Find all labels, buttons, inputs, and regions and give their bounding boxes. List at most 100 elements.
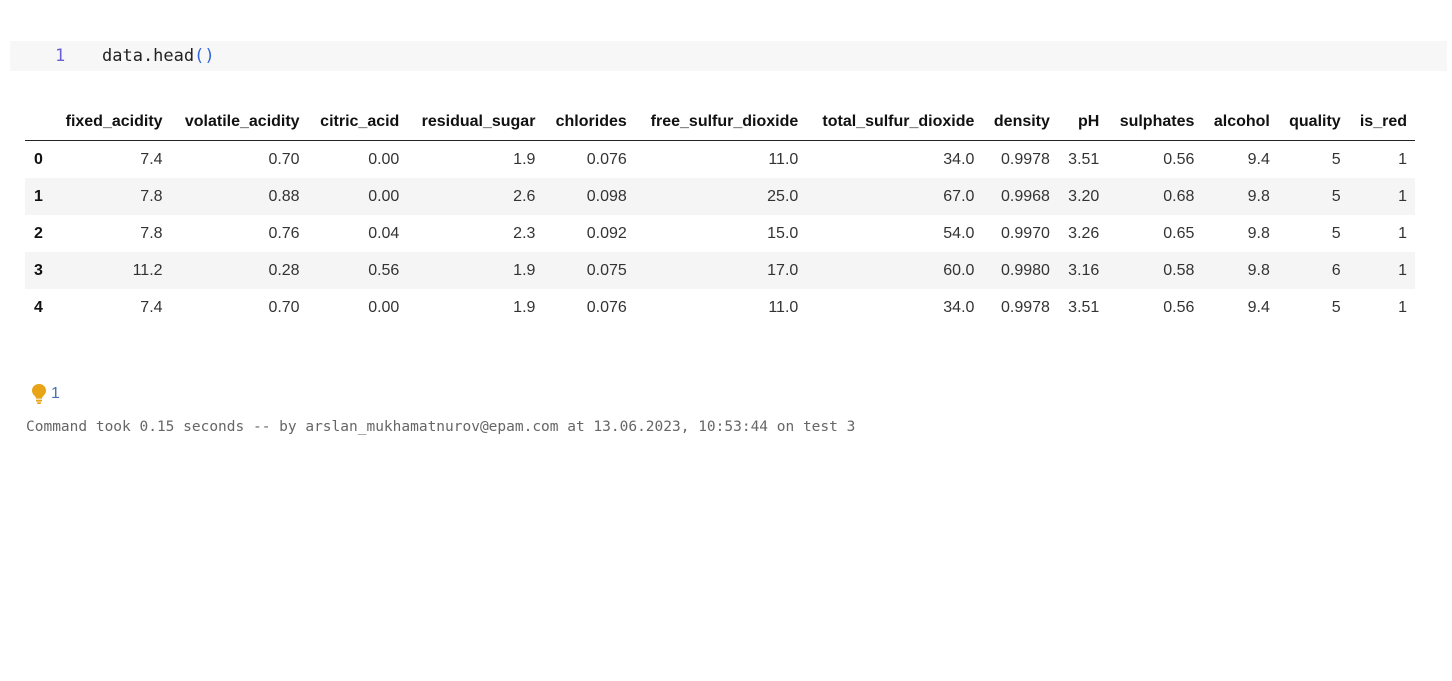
table-cell: 0.56 [1163, 150, 1195, 168]
row-index: 3 [25, 252, 53, 289]
table-cell: 0.9970 [1000, 224, 1050, 242]
table-header: quality [1277, 103, 1349, 141]
table-row: 4 7.4 0.70 0.00 1.9 0.076 11.0 34.0 0.9978 3.51 0.… [25, 289, 1415, 326]
table-cell: 0.9978 [1000, 298, 1050, 316]
table-cell: 0.098 [543, 178, 635, 215]
table-cell: 0.075 [543, 252, 635, 289]
table-header: is_red [1348, 103, 1415, 141]
row-index: 2 [34, 224, 43, 242]
table-header: pH [1057, 103, 1108, 141]
table-cell: 0.9980 [982, 252, 1058, 289]
table-cell: 0.70 [268, 298, 300, 316]
table-header: total_sulfur_dioxide [806, 103, 983, 141]
table-cell: 0.68 [1107, 178, 1203, 215]
table-cell: 3.26 [1068, 224, 1100, 242]
table-cell: 34.0 [943, 298, 975, 316]
table-cell: 9.4 [1247, 298, 1270, 316]
table-header: citric_acid [307, 103, 408, 141]
table-cell: 0.65 [1163, 224, 1195, 242]
table-cell: 1 [1348, 252, 1415, 289]
row-index: 1 [25, 178, 53, 215]
table-cell: 0.076 [586, 298, 627, 316]
table-cell: 3.51 [1068, 298, 1100, 316]
table-header: fixed_acidity [52, 103, 171, 141]
lightbulb-icon [31, 383, 47, 405]
table-row: 3 11.2 0.28 0.56 1.9 0.075 17.0 60.0 0.9980 3.16 0… [25, 252, 1415, 289]
table-cell: 0.092 [586, 224, 627, 242]
table-cell: 1 [1398, 298, 1407, 316]
table-row: 0 7.4 0.70 0.00 1.9 0.076 11.0 34.0 0.9978 3.51 0.… [25, 141, 1415, 179]
table-cell: 5 [1331, 150, 1341, 168]
table-cell: 15.0 [767, 224, 799, 242]
table-cell: 54.0 [943, 224, 975, 242]
row-index: 0 [34, 150, 43, 168]
table-cell: 7.4 [140, 150, 163, 168]
table-header: alcohol [1202, 103, 1278, 141]
table-cell: 2.3 [513, 224, 536, 242]
table-cell: 3.20 [1057, 178, 1108, 215]
hint-count: 1 [51, 385, 60, 402]
table-cell: 1 [1398, 150, 1407, 168]
table-header: chlorides [543, 103, 635, 141]
table-cell: 60.0 [806, 252, 983, 289]
row-index: 4 [34, 298, 43, 316]
table-header: volatile_acidity [170, 103, 308, 141]
table-cell: 0.58 [1107, 252, 1203, 289]
table-cell: 9.8 [1202, 252, 1278, 289]
table-cell: 0.88 [170, 178, 308, 215]
table-cell: 9.8 [1247, 224, 1270, 242]
table-cell: 0.56 [307, 252, 408, 289]
table-row: 2 7.8 0.76 0.04 2.3 0.092 15.0 54.0 0.9970 3.26 0.… [25, 215, 1415, 252]
line-number: 1 [55, 46, 66, 66]
table-cell: 3.16 [1057, 252, 1108, 289]
table-cell: 9.4 [1247, 150, 1270, 168]
table-cell: 6 [1277, 252, 1349, 289]
table-header: sulphates [1107, 103, 1203, 141]
table-header: density [982, 103, 1058, 141]
code-text: data.head [102, 46, 195, 66]
table-cell: 1.9 [513, 150, 536, 168]
table-cell: 34.0 [943, 150, 975, 168]
table-cell: 0.04 [368, 224, 400, 242]
table-cell: 67.0 [806, 178, 983, 215]
table-cell: 0.00 [368, 298, 400, 316]
table-cell: 0.70 [268, 150, 300, 168]
command-status: Command took 0.15 seconds -- by arslan_m… [26, 419, 856, 435]
table-cell: 7.8 [140, 224, 163, 242]
table-cell: 17.0 [634, 252, 807, 289]
table-cell: 11.2 [52, 252, 171, 289]
table-cell: 0.76 [268, 224, 300, 242]
table-cell: 1.9 [513, 298, 536, 316]
table-cell: 1 [1348, 178, 1415, 215]
table-cell: 0.56 [1163, 298, 1195, 316]
table-cell: 0.28 [170, 252, 308, 289]
table-header: residual_sugar [407, 103, 544, 141]
code-line[interactable]: data.head() [102, 46, 215, 66]
table-cell: 2.6 [407, 178, 544, 215]
table-header: free_sulfur_dioxide [634, 103, 807, 141]
table-cell: 0.9978 [1000, 150, 1050, 168]
table-cell: 9.8 [1202, 178, 1278, 215]
table-header [25, 103, 53, 141]
table-cell: 0.9968 [982, 178, 1058, 215]
table-cell: 7.8 [52, 178, 171, 215]
hint-indicator[interactable]: 1 [31, 382, 60, 406]
table-cell: 7.4 [140, 298, 163, 316]
table-cell: 25.0 [634, 178, 807, 215]
output-table: fixed_acidity volatile_acidity citric_ac… [25, 103, 1415, 326]
table-header-row: fixed_acidity volatile_acidity citric_ac… [25, 103, 1415, 141]
table-cell: 3.51 [1068, 150, 1100, 168]
table-cell: 11.0 [768, 150, 799, 168]
table-cell: 0.076 [586, 150, 627, 168]
table-cell: 0.00 [368, 150, 400, 168]
table-body: 0 7.4 0.70 0.00 1.9 0.076 11.0 34.0 0.9978 3.51 0.… [25, 141, 1415, 327]
table-cell: 5 [1331, 224, 1341, 242]
table-cell: 0.00 [307, 178, 408, 215]
table-row: 1 7.8 0.88 0.00 2.6 0.098 25.0 67.0 0.9968 3.20 0.… [25, 178, 1415, 215]
table-cell: 5 [1277, 178, 1349, 215]
table-cell: 1 [1398, 224, 1407, 242]
table-cell: 1.9 [407, 252, 544, 289]
table-cell: 11.0 [768, 298, 799, 316]
table-cell: 5 [1331, 298, 1341, 316]
code-cell[interactable]: 1 data.head() [10, 41, 1447, 71]
